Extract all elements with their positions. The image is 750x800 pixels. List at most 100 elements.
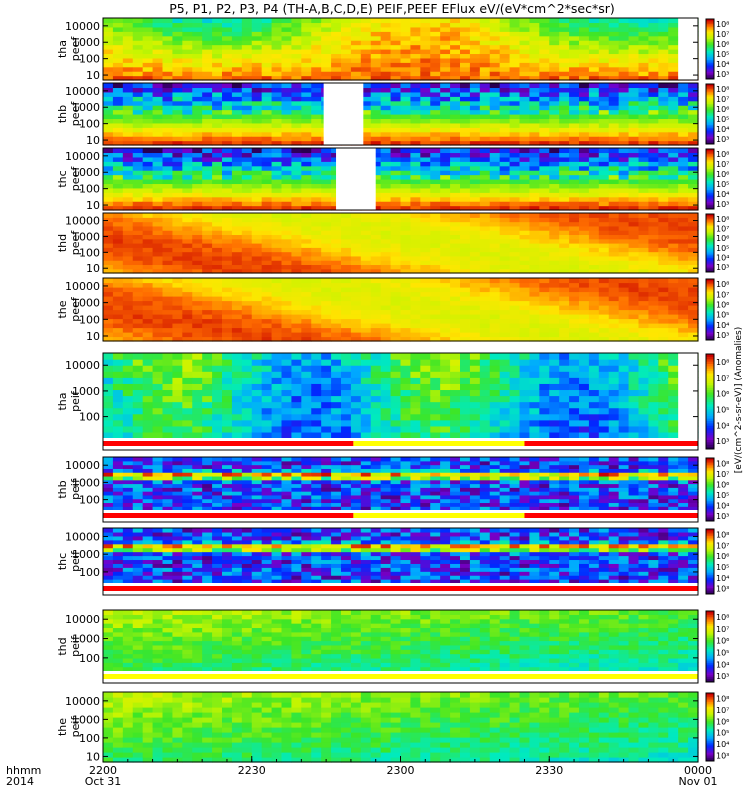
spectrogram-cell [212, 122, 223, 128]
spectrogram-cell [598, 44, 610, 50]
spectrogram-cell [479, 187, 491, 193]
spectrogram-cell [350, 251, 362, 257]
spectrogram-cell [469, 31, 481, 37]
spectrogram-cell [132, 377, 144, 384]
spectrogram-cell [678, 332, 689, 338]
spectrogram-cell [350, 213, 362, 218]
spectrogram-cell [479, 26, 491, 32]
spectrogram-cell [479, 18, 491, 24]
spectrogram-cell [370, 127, 382, 133]
spectrogram-cell [202, 205, 213, 211]
spectrogram-cell [291, 255, 302, 261]
spectrogram-cell [638, 96, 650, 102]
spectrogram-cell [559, 174, 570, 180]
spectrogram-cell [231, 431, 243, 439]
spectrogram-cell [469, 131, 481, 137]
spectrogram-cell [598, 40, 610, 46]
spectrogram-cell [539, 156, 550, 162]
colorbar-swatch [706, 121, 714, 124]
spectrogram-cell [291, 100, 302, 106]
spectrogram-cell [350, 300, 362, 306]
spectrogram-cell [618, 83, 630, 89]
spectrogram-cell [112, 243, 124, 248]
spectrogram-cell [588, 96, 600, 102]
spectrogram-cell [152, 53, 164, 59]
spectrogram-cell [648, 140, 659, 146]
spectrogram-cell [529, 140, 540, 146]
spectrogram-cell [350, 413, 362, 421]
spectrogram-cell [311, 268, 322, 274]
spectrogram-cell [301, 118, 312, 124]
spectrogram-cell [420, 196, 431, 202]
spectrogram-cell [152, 278, 164, 284]
spectrogram-cell [341, 22, 352, 28]
colorbar-swatch [706, 162, 714, 165]
colorbar-tick-label: 10⁴ [716, 190, 729, 199]
spectrogram-cell [122, 83, 134, 89]
spectrogram-cell [430, 425, 441, 433]
spectrogram-cell [460, 264, 471, 270]
spectrogram-cell [519, 205, 531, 211]
spectrogram-cell [360, 431, 372, 439]
spectrogram-cell [479, 131, 491, 137]
spectrogram-cell [469, 323, 481, 329]
spectrogram-cell [559, 18, 570, 24]
spectrogram-cell [410, 401, 421, 409]
spectrogram-cell [341, 251, 352, 257]
spectrogram-cell [370, 196, 382, 202]
spectrogram-cell [341, 365, 352, 372]
spectrogram-cell [628, 205, 640, 211]
spectrogram-cell [618, 100, 630, 106]
spectrogram-cell [281, 217, 293, 223]
spectrogram-cell [142, 75, 154, 81]
spectrogram-cell [559, 234, 570, 240]
spectrogram-cell [579, 22, 590, 28]
spectrogram-cell [321, 323, 332, 329]
spectrogram-cell [380, 225, 392, 231]
spectrogram-cell [648, 109, 659, 115]
spectrogram-cell [212, 53, 223, 59]
spectrogram-cell [122, 161, 134, 167]
spectrogram-cell [142, 114, 154, 120]
spectrogram-cell [559, 318, 570, 324]
spectrogram-cell [519, 243, 531, 248]
spectrogram-cell [301, 148, 312, 154]
spectrogram-cell [291, 131, 302, 137]
spectrogram-cell [182, 264, 193, 270]
spectrogram-cell [212, 71, 223, 77]
spectrogram-cell [539, 122, 550, 128]
spectrogram-cell [638, 268, 650, 274]
spectrogram-cell [360, 105, 372, 111]
spectrogram-cell [678, 238, 689, 244]
spectrogram-cell [588, 165, 600, 171]
spectrogram-cell [142, 140, 154, 146]
spectrogram-cell [172, 114, 183, 120]
spectrogram-cell [549, 91, 560, 97]
spectrogram-cell [529, 251, 540, 257]
spectrogram-cell [331, 296, 342, 302]
spectrogram-cell [271, 296, 283, 302]
spectrogram-cell [420, 91, 431, 97]
spectrogram-cell [549, 291, 560, 297]
spectrogram-cell [638, 247, 650, 253]
spectrogram-cell [152, 192, 164, 198]
spectrogram-cell [638, 213, 650, 218]
spectrogram-cell [420, 243, 431, 248]
spectrogram-cell [420, 44, 431, 50]
spectrogram-cell [529, 243, 540, 248]
spectrogram-cell [400, 118, 412, 124]
spectrogram-cell [182, 377, 193, 384]
spectrogram-cell [281, 221, 293, 227]
spectrogram-cell [529, 127, 540, 133]
spectrogram-cell [350, 26, 362, 32]
colorbar-tick-label: 10⁷ [716, 225, 729, 234]
spectrogram-cell [608, 318, 620, 324]
spectrogram-cell [400, 282, 412, 288]
spectrogram-cell [569, 225, 580, 231]
spectrogram-cell [162, 170, 174, 176]
spectrogram-cell [440, 300, 451, 306]
spectrogram-cell [608, 201, 620, 207]
spectrogram-cell [261, 152, 273, 158]
spectrogram-cell [231, 336, 243, 342]
spectrogram-cell [103, 122, 114, 128]
